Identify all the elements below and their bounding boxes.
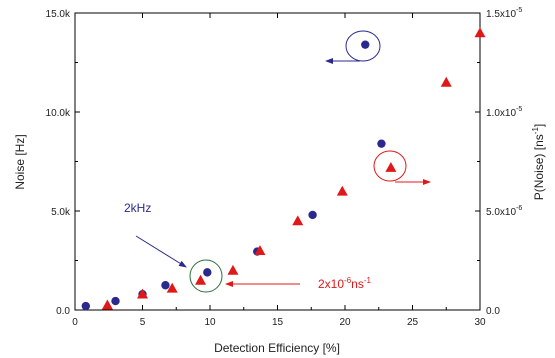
y-tick-label-right: 1.5x10-5 — [486, 7, 522, 20]
y-tick-label-left: 0.0 — [56, 306, 70, 317]
annotation-arrow-2khz — [135, 235, 187, 268]
y-tick-label-right: 5.0x10-6 — [486, 205, 522, 218]
annotation-label-prob: 2x10-6ns-1 — [318, 276, 372, 291]
y-axis-right: 0.0 5.0x10-6 1.0x10-5 1.5x10-5 — [475, 7, 522, 317]
plot-frame — [74, 12, 481, 311]
annotation-label-2khz: 2kHz — [124, 201, 151, 215]
data-markers — [81, 27, 486, 311]
y-axis-left-label: Noise [Hz] — [13, 134, 27, 189]
x-tick-label: 30 — [474, 317, 486, 328]
probability-point — [195, 274, 207, 285]
y-tick-label-right: 1.0x10-5 — [486, 106, 522, 119]
noise-point — [377, 139, 386, 148]
noise-point — [308, 210, 317, 220]
probability-point — [101, 299, 113, 310]
probability-point — [474, 27, 486, 38]
y-tick-label-left: 5.0k — [51, 207, 71, 218]
y-axis-left: 0.0 5.0k 10.0k 15.0k — [46, 9, 80, 317]
noise-point — [203, 268, 212, 277]
x-tick-label: 15 — [272, 317, 284, 328]
noise-point — [361, 40, 370, 49]
y-axis-right-label: P(Noise) [ns-1] — [531, 124, 546, 201]
noise-point — [161, 281, 170, 290]
probability-point — [292, 215, 304, 226]
probability-point — [385, 161, 397, 172]
x-tick-label: 25 — [407, 317, 419, 328]
probability-point — [254, 245, 266, 255]
x-axis-label: Detection Efficiency [%] — [214, 341, 340, 355]
probability-point — [440, 76, 452, 87]
noise-point — [81, 301, 91, 311]
x-tick-label: 5 — [140, 317, 146, 328]
probability-point — [166, 282, 178, 293]
annotation-circle-green — [189, 259, 223, 293]
noise-point — [111, 296, 120, 306]
annotation-circle-red — [373, 150, 407, 182]
y-tick-label-left: 10.0k — [46, 108, 71, 119]
annotation-circle-blue — [345, 30, 381, 62]
y-tick-label-left: 15.0k — [46, 9, 71, 20]
y-tick-label-right: 0.0 — [486, 306, 500, 317]
x-axis: 0 5 10 15 20 25 30 — [72, 13, 486, 328]
x-tick-label: 10 — [204, 317, 216, 328]
probability-point — [227, 264, 239, 275]
probability-point — [137, 288, 148, 299]
probability-point — [336, 185, 348, 196]
x-tick-label: 20 — [339, 317, 351, 328]
x-tick-label: 0 — [72, 317, 78, 328]
